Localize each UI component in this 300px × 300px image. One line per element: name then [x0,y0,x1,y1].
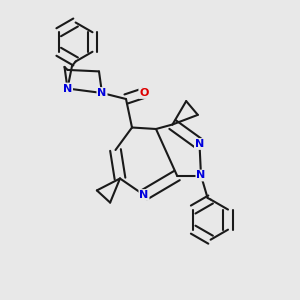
Text: N: N [98,88,106,98]
Text: O: O [139,88,149,98]
Text: N: N [195,139,204,149]
Text: N: N [63,83,72,94]
Text: N: N [140,190,148,200]
Text: N: N [196,170,206,181]
